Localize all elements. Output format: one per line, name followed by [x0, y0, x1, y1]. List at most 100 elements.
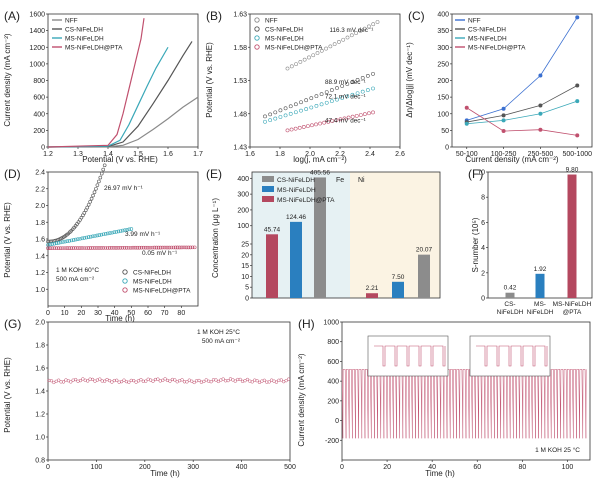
g-point	[209, 380, 213, 384]
d-point	[73, 246, 78, 250]
d-point	[67, 246, 72, 250]
d-point	[99, 232, 104, 237]
c-ytick-label: 300	[437, 45, 449, 52]
c-point	[575, 83, 580, 88]
b-point	[263, 119, 267, 124]
b-point	[304, 98, 309, 103]
d-point	[46, 246, 50, 251]
b-point	[367, 111, 371, 116]
c-point	[501, 106, 506, 111]
d-legend-entry: MS-NiFeLDH@PTA	[133, 288, 191, 295]
panel-label-a: (A)	[4, 9, 20, 23]
d-point	[61, 246, 65, 250]
d-ytick-label: 2.2	[35, 186, 45, 193]
g-ytick-label: 1.6	[35, 366, 45, 373]
g-point	[192, 380, 196, 385]
b-xlabel: log(j, mA cm⁻²)	[293, 155, 347, 164]
d-xtick-label: 60	[144, 310, 152, 317]
e-group-ni: Ni	[358, 177, 365, 184]
g-ytick-label: 1.2	[35, 412, 45, 419]
b-xtick-label: 1.6	[245, 151, 255, 158]
g-point	[204, 378, 208, 382]
b-slope-label: 72.1 mV dec⁻¹	[325, 93, 366, 100]
b-point	[314, 94, 319, 99]
a-series-line-0	[47, 96, 199, 148]
d-point	[95, 246, 99, 250]
d-xtick-label: 10	[61, 310, 69, 317]
d-point	[78, 246, 82, 250]
a-xlabel: Potential (V vs. RHE)	[82, 155, 158, 164]
b-point	[354, 31, 358, 35]
g-xlabel: Time (h)	[150, 469, 180, 478]
c-point	[464, 121, 469, 126]
g-point	[156, 377, 160, 381]
d-point	[54, 246, 59, 250]
d-point	[169, 245, 174, 250]
d-ytick-label: 1.4	[35, 253, 45, 260]
d-point	[122, 245, 127, 250]
b-point	[318, 121, 322, 126]
panel-label-c: (C)	[408, 9, 425, 23]
e-ytick-label: 15	[241, 263, 249, 270]
b-point	[335, 86, 339, 90]
d-point	[78, 236, 82, 241]
b-point	[273, 110, 278, 115]
g-point	[81, 377, 85, 381]
d-rate-pta: 0.05 mV h⁻¹	[142, 250, 178, 257]
h-ytick-label: 400	[327, 379, 339, 386]
g-xtick-label: 100	[91, 464, 103, 471]
a-legend-entry: CS-NiFeLDH	[65, 27, 103, 34]
c-ytick-label: 150	[437, 95, 449, 102]
b-point	[329, 88, 334, 92]
a-xtick-label: 1.3	[73, 151, 83, 158]
b-point	[375, 20, 380, 24]
g-point	[180, 378, 184, 382]
e-legend-entry: MS-NiFeLDH	[277, 187, 316, 194]
panel-label-h: (H)	[298, 317, 315, 331]
b-point	[340, 84, 345, 88]
b-xtick-label: 1.8	[275, 151, 285, 158]
g-ylabel: Potential (V vs. RHE)	[3, 357, 12, 433]
g-condition-1: 1 M KOH 25°C	[197, 328, 240, 336]
b-point	[365, 73, 370, 78]
a-legend-entry: NFF	[65, 18, 78, 25]
d-point	[82, 236, 87, 240]
b-point	[345, 82, 350, 86]
d-xtick-label: 0	[46, 310, 50, 317]
panel-label-e: (E)	[206, 167, 222, 181]
f-ytick-label: 0	[481, 296, 485, 303]
d-point	[158, 245, 163, 250]
d-point	[95, 183, 100, 187]
d-point	[56, 246, 61, 250]
d-point	[99, 171, 104, 176]
e-bar	[366, 293, 378, 298]
d-point	[175, 245, 180, 250]
g-point	[226, 378, 230, 383]
h-inset-trace	[476, 345, 548, 367]
b-point	[345, 35, 350, 40]
d-point	[97, 233, 102, 237]
d-point	[76, 237, 80, 241]
b-point	[371, 71, 375, 76]
g-point	[245, 377, 250, 382]
d-point	[65, 246, 69, 250]
a-xtick-label: 1.5	[133, 151, 143, 158]
d-point	[80, 236, 84, 241]
b-point	[288, 104, 293, 109]
c-xlabel: Current density (mA cm⁻²)	[465, 155, 558, 164]
d-point	[85, 205, 90, 210]
d-xtick-label: 80	[177, 310, 185, 317]
d-point	[69, 246, 74, 250]
g-point	[86, 379, 90, 383]
g-point	[250, 380, 254, 384]
e-ytick-label: 5	[245, 285, 249, 292]
h-ytick-label: 0	[335, 418, 339, 425]
b-point	[358, 28, 363, 33]
b-legend-entry: CS-NiFeLDH	[265, 27, 303, 34]
b-point	[314, 122, 318, 127]
b-point	[324, 100, 329, 105]
d-point	[92, 246, 97, 250]
d-point	[180, 245, 184, 250]
d-ytick-label: 2.4	[35, 170, 45, 177]
d-point	[84, 235, 89, 240]
